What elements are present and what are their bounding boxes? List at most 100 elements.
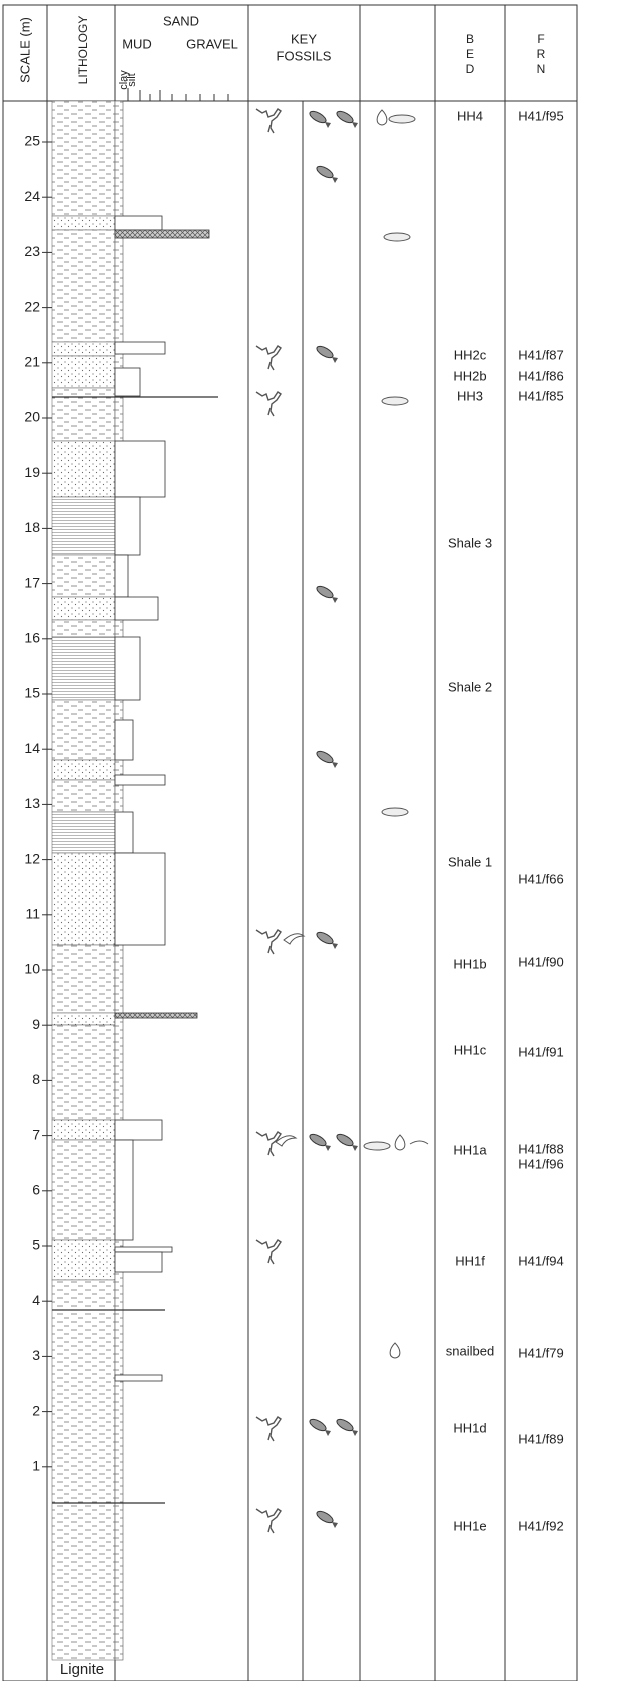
scale-label: 15 [24,685,40,701]
bed-header: B [466,32,474,46]
grain-bar [114,1246,173,1253]
scale-label: 24 [24,188,40,204]
lithology-band [51,1239,116,1281]
frn-label: H41/f79 [518,1345,564,1360]
scale-label: 22 [24,298,40,314]
frn-label: H41/f94 [518,1253,564,1268]
frn-header: R [537,47,546,61]
fish-icon [316,345,334,359]
grain-bar [114,1374,163,1382]
grain-bar [114,1139,134,1241]
frn-label: H41/f66 [518,871,564,886]
scale-label: 12 [24,850,40,866]
claw-icon [275,1135,298,1147]
frn-label: H41/f88 [518,1141,564,1156]
fish-tail [332,597,338,603]
grain-bar [114,852,166,946]
lithology-band [51,387,116,442]
scale-label: 3 [32,1347,40,1363]
frn-header: F [537,32,544,46]
frame [2,4,578,1681]
frn-label: H41/f92 [518,1518,564,1533]
scale-label: 16 [24,630,40,646]
scale-header: SCALE (m) [17,17,32,83]
lithology-band [51,229,116,343]
scale-label: 2 [32,1402,40,1418]
scale-label: 10 [24,961,40,977]
grain-bar [114,811,134,854]
dinosaur-icon [255,391,282,417]
fish-tail [352,1145,358,1151]
bed-label: HH4 [457,108,483,123]
frn-label: H41/f87 [518,347,564,362]
sand-header: SAND [163,13,199,28]
bed-label: Shale 2 [448,679,492,694]
frn-label: H41/f95 [518,108,564,123]
grain-bar [114,596,159,621]
scale-label: 11 [25,906,40,922]
scale-label: 17 [24,574,40,590]
fish-tail [352,122,358,128]
dinosaur-icon [255,1508,282,1534]
lithology-band [51,496,116,556]
fish-tail [325,122,331,128]
fish-icon [316,1510,334,1524]
fish-icon [309,1418,327,1432]
scale-label: 1 [32,1458,40,1474]
grain-bar [114,719,134,761]
scale-label: 9 [32,1016,40,1032]
fish-icon [316,585,334,599]
scale-label: 20 [24,409,40,425]
bed-label: HH1d [453,1420,486,1435]
lithology-band [51,779,116,813]
bed-label: HH3 [457,388,483,403]
scale-label: 14 [24,740,40,756]
mud-header: MUD [122,36,152,51]
scale-label: 5 [32,1237,40,1253]
lithology-band [51,619,116,638]
bed-label: HH1e [453,1518,486,1533]
claw-icon [283,933,306,945]
shell-icon [381,807,409,817]
grain-bar [114,1251,163,1273]
clay-header: clay [118,70,130,90]
fish-icon [316,165,334,179]
gravel-header: GRAVEL [186,36,238,51]
bed-label: HH1a [453,1142,487,1157]
shell-icon [381,396,409,406]
grain-bar [114,215,163,231]
silt-header: silt [126,73,138,86]
bed-label: Shale 3 [448,535,492,550]
shell-icon [383,232,411,242]
shell-icon [388,114,416,124]
lithology-band [51,759,116,781]
lithology-band [51,440,116,498]
dinosaur-icon [255,929,282,955]
grain-bar [114,554,129,598]
scale-label: 25 [24,133,40,149]
frn-label: H41/f96 [518,1156,564,1171]
bed-header: D [466,62,475,76]
snail-icon [376,109,388,126]
grain-bar [114,440,166,498]
lithology-band [51,341,116,357]
lithology-header: LITHOLOGY [76,16,90,85]
grain-bar [114,341,166,355]
bed-label: HH1c [454,1042,487,1057]
lithology-band [51,636,116,701]
bed-header: E [466,47,474,61]
lithology-band [51,944,116,1014]
fish-tail [352,1430,358,1436]
frn-label: H41/f91 [518,1044,564,1059]
bed-label: HH2b [453,368,486,383]
lithology-band [51,1119,116,1141]
scale-label: 7 [32,1126,40,1142]
dinosaur-icon [255,1239,282,1265]
lithology-band [51,355,116,389]
grain-bar [114,1012,198,1019]
scale-label: 13 [24,795,40,811]
scale-label: 19 [24,464,40,480]
lithology-band [51,1279,116,1661]
fossil-icons [255,108,429,1534]
